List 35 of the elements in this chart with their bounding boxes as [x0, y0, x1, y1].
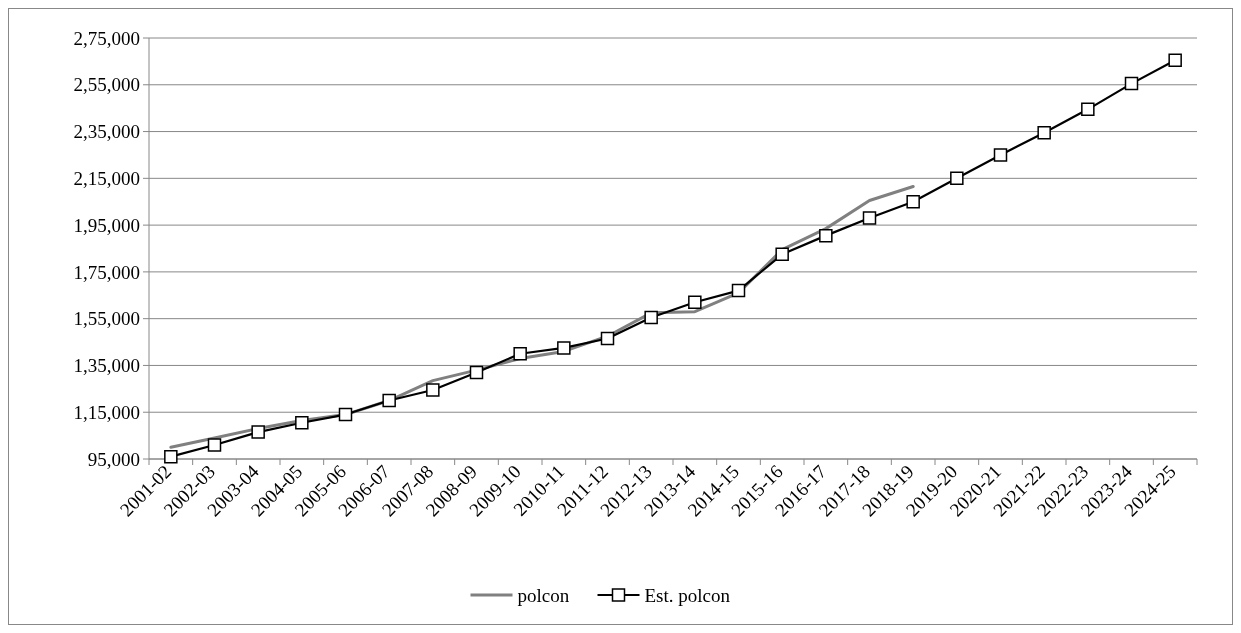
point	[164, 449, 178, 464]
y-tick-label: 1,75,000	[73, 261, 140, 283]
y-tick-label: 1,95,000	[73, 214, 140, 236]
point	[469, 365, 484, 380]
point	[950, 171, 964, 186]
y-tick-label: 1,35,000	[73, 355, 140, 377]
point	[600, 331, 615, 346]
point	[644, 310, 658, 325]
legend-label: polcon	[517, 584, 570, 606]
point	[251, 425, 265, 439]
legend-label: Est. polcon	[644, 584, 731, 606]
y-tick-label: 1,15,000	[73, 401, 140, 423]
y-tick-label: 2,75,000	[73, 27, 140, 49]
point	[382, 393, 396, 408]
point	[1168, 53, 1182, 67]
y-tick-label: 2,15,000	[73, 167, 140, 189]
point	[513, 347, 527, 361]
point	[557, 341, 571, 355]
point	[295, 416, 309, 430]
point	[993, 148, 1008, 162]
y-tick-label: 2,55,000	[73, 74, 140, 96]
point	[906, 194, 920, 209]
point	[1037, 125, 1051, 140]
point	[426, 383, 440, 397]
point	[207, 438, 222, 452]
point	[731, 283, 746, 298]
point	[862, 211, 877, 225]
y-tick-label: 2,35,000	[73, 121, 140, 143]
point	[775, 247, 789, 262]
point	[688, 295, 702, 310]
point	[1081, 102, 1095, 117]
y-tick-label: 1,55,000	[73, 308, 140, 330]
point	[1124, 76, 1139, 91]
point	[338, 407, 353, 422]
point	[819, 228, 833, 243]
